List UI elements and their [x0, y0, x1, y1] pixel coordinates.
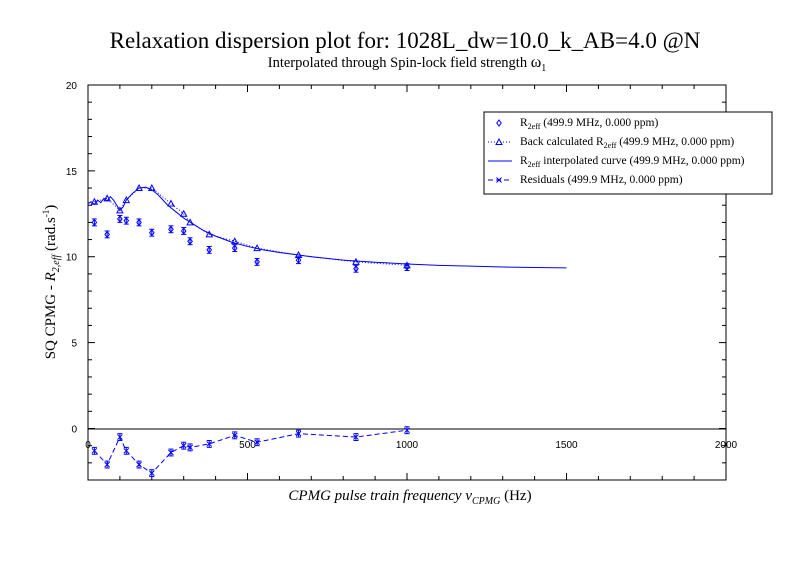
x-tick-label: 500: [239, 440, 256, 451]
y-tick-label: 10: [66, 253, 78, 264]
r2eff-point: [91, 218, 98, 227]
back-calculated-line: [94, 187, 408, 266]
series-back-calculated: [90, 183, 411, 269]
chart-title: Relaxation dispersion plot for: 1028L_dw…: [110, 28, 701, 53]
r2eff-point: [168, 225, 174, 234]
x-tick-label: 1000: [396, 440, 419, 451]
residual-point: [117, 434, 123, 440]
legend: R2eff (499.9 MHz, 0.000 ppm) Back calcula…: [483, 111, 773, 195]
y-tick-label: 20: [66, 81, 78, 92]
r2eff-point: [148, 228, 155, 237]
residual-point: [148, 470, 155, 476]
residual-point: [168, 449, 174, 456]
series-residuals: [91, 426, 410, 478]
y-axis-label: SQ CPMG - R2,eff (rad.s-1): [41, 205, 62, 360]
r2eff-point: [117, 215, 123, 223]
interpolated-curve: [87, 186, 567, 269]
r2eff-point: [206, 246, 213, 254]
legend-symbol-back-calculated: [495, 137, 503, 145]
legend-entry-label: Back calculated R2eff (499.9 MHz, 0.000 …: [520, 136, 734, 150]
legend-entry-label: Residuals (499.9 MHz, 0.000 ppm): [520, 174, 683, 186]
r2eff-point: [136, 218, 142, 227]
back-calculated-point: [179, 209, 188, 217]
series-r2eff: [91, 215, 410, 273]
y-tick-label: 0: [71, 424, 77, 435]
residual-point: [254, 439, 260, 446]
residual-point: [231, 432, 238, 439]
back-calculated-point: [147, 183, 156, 192]
x-tick-label: 1500: [555, 440, 578, 451]
x-axis-label: CPMG pulse train frequency νCPMG (Hz): [288, 488, 531, 507]
back-calculated-point: [122, 196, 131, 204]
legend-symbol-residuals: [496, 177, 502, 183]
residual-point: [404, 427, 410, 434]
back-calculated-point: [186, 218, 194, 226]
residual-point: [353, 434, 359, 440]
residual-point: [187, 444, 193, 451]
plot-area: [87, 183, 567, 478]
residual-point: [180, 442, 187, 449]
r2eff-point: [180, 227, 187, 235]
residual-point: [91, 447, 98, 454]
x-tick-label: 2000: [715, 440, 738, 451]
r2eff-point: [353, 264, 359, 273]
r2eff-point: [187, 237, 193, 246]
legend-symbol-r2eff: [496, 119, 502, 127]
residual-point: [206, 441, 213, 447]
r2eff-point: [123, 216, 130, 225]
back-calculated-point: [167, 199, 175, 207]
residual-point: [136, 461, 142, 468]
r2eff-point: [295, 256, 302, 265]
residual-point: [295, 430, 302, 437]
back-calculated-point: [116, 206, 124, 214]
chart-subtitle: Interpolated through Spin-lock field str…: [268, 54, 547, 74]
y-tick-label: 5: [71, 339, 77, 350]
legend-entry-label: R2eff (499.9 MHz, 0.000 ppm): [520, 117, 658, 131]
y-tick-label: 15: [66, 167, 78, 178]
back-calculated-point: [352, 257, 360, 265]
series-interpolated: [87, 186, 567, 269]
residual-point: [104, 461, 110, 468]
r2eff-point: [231, 244, 238, 252]
r2eff-point: [254, 258, 260, 266]
residual-point: [123, 447, 130, 454]
back-calculated-point: [230, 237, 239, 245]
back-calculated-point: [403, 261, 411, 269]
r2eff-point: [104, 230, 110, 239]
legend-entry-label: R2eff interpolated curve (499.9 MHz, 0.0…: [520, 155, 745, 169]
legend-box: [483, 111, 773, 195]
